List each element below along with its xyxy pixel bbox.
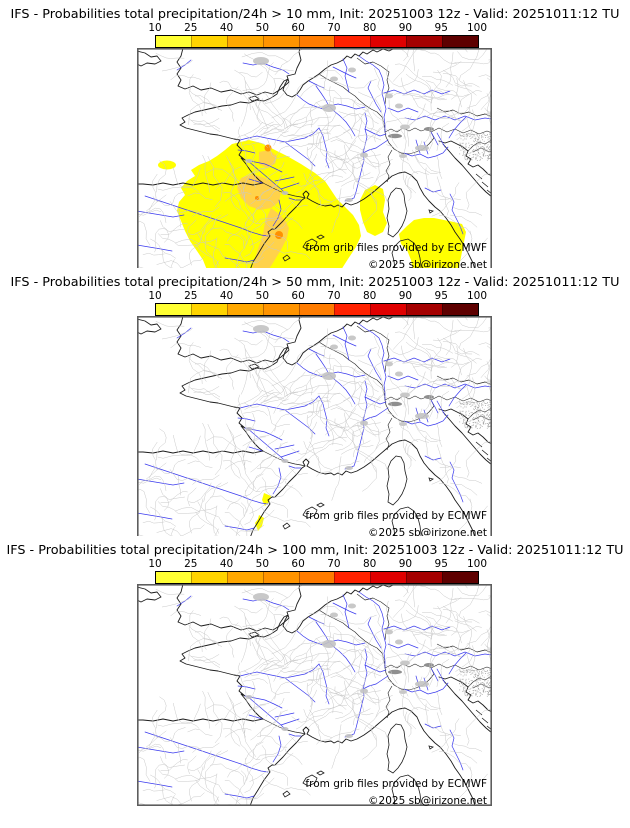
colorbar-tick: 70 [327,290,341,302]
colorbar-tick: 95 [434,558,448,570]
attribution-source: from grib files provided by ECMWF [305,242,487,254]
colorbar-tick: 50 [255,558,270,570]
weather-map: from grib files provided by ECMWF ©2025 … [137,48,492,270]
colorbar-tick: 90 [398,290,413,302]
colorbar-segment [442,36,479,47]
colorbar-segment [442,304,479,315]
weather-map: from grib files provided by ECMWF ©2025 … [137,316,492,538]
attribution-source: from grib files provided by ECMWF [305,778,487,790]
colorbar-ticks: 10 25 40 50 60 70 80 90 95 100 [0,22,630,34]
panel-title: IFS - Probabilities total precipitation/… [10,275,620,290]
colorbar-tick: 95 [434,290,448,302]
map-container: from grib files provided by ECMWF ©2025 … [137,48,492,270]
colorbar [155,35,479,48]
attribution-copyright: ©2025 sb@irizone.net [368,259,487,270]
colorbar-segment [226,36,263,47]
colorbar-segment [190,36,227,47]
colorbar-tick: 10 [148,558,162,570]
colorbar-segment [442,572,479,583]
attribution-source: from grib files provided by ECMWF [305,510,487,522]
weather-map: from grib files provided by ECMWF ©2025 … [137,584,492,806]
panel-title: IFS - Probabilities total precipitation/… [6,543,624,558]
colorbar-segment [190,572,227,583]
colorbar-segment [190,304,227,315]
colorbar-segment [298,36,335,47]
colorbar-segment [370,304,407,315]
colorbar-tick: 25 [184,290,198,302]
colorbar [155,571,479,584]
colorbar-tick: 60 [291,558,305,570]
colorbar-segment [156,304,191,315]
colorbar-segment [262,304,299,315]
colorbar-segment [298,304,335,315]
colorbar-tick: 25 [184,22,198,34]
colorbar-segment [226,304,263,315]
colorbar-ticks: 10 25 40 50 60 70 80 90 95 100 [0,558,630,570]
colorbar-tick: 10 [148,22,162,34]
colorbar-tick: 95 [434,22,448,34]
colorbar-ticks: 10 25 40 50 60 70 80 90 95 100 [0,290,630,302]
colorbar-tick: 80 [362,558,377,570]
colorbar-segment [406,36,443,47]
colorbar-segment [334,304,371,315]
colorbar [155,303,479,316]
colorbar-tick: 100 [466,22,488,34]
colorbar-segment [262,36,299,47]
colorbar-tick: 70 [327,22,341,34]
colorbar-tick: 60 [291,290,305,302]
colorbar-segment [370,36,407,47]
colorbar-segment [262,572,299,583]
colorbar-tick: 80 [362,22,377,34]
forecast-panel: IFS - Probabilities total precipitation/… [0,268,630,538]
colorbar-tick: 90 [398,558,413,570]
colorbar-tick: 40 [219,290,234,302]
colorbar-tick: 50 [255,22,270,34]
colorbar-segment [156,36,191,47]
colorbar-tick: 100 [466,290,488,302]
panel-title: IFS - Probabilities total precipitation/… [10,7,620,22]
colorbar-tick: 40 [219,22,234,34]
colorbar-tick: 25 [184,558,198,570]
map-container: from grib files provided by ECMWF ©2025 … [137,584,492,806]
colorbar-segment [406,304,443,315]
colorbar-tick: 100 [466,558,488,570]
colorbar-tick: 60 [291,22,305,34]
attribution-copyright: ©2025 sb@irizone.net [368,527,487,538]
map-container: from grib files provided by ECMWF ©2025 … [137,316,492,538]
forecast-panel: IFS - Probabilities total precipitation/… [0,536,630,806]
colorbar-segment [226,572,263,583]
colorbar-segment [156,572,191,583]
colorbar-segment [334,572,371,583]
colorbar-tick: 90 [398,22,413,34]
colorbar-segment [370,572,407,583]
forecast-panel: IFS - Probabilities total precipitation/… [0,0,630,270]
colorbar-segment [406,572,443,583]
attribution-copyright: ©2025 sb@irizone.net [368,795,487,806]
colorbar-tick: 10 [148,290,162,302]
colorbar-tick: 40 [219,558,234,570]
colorbar-segment [334,36,371,47]
colorbar-tick: 50 [255,290,270,302]
colorbar-tick: 80 [362,290,377,302]
colorbar-tick: 70 [327,558,341,570]
colorbar-segment [298,572,335,583]
